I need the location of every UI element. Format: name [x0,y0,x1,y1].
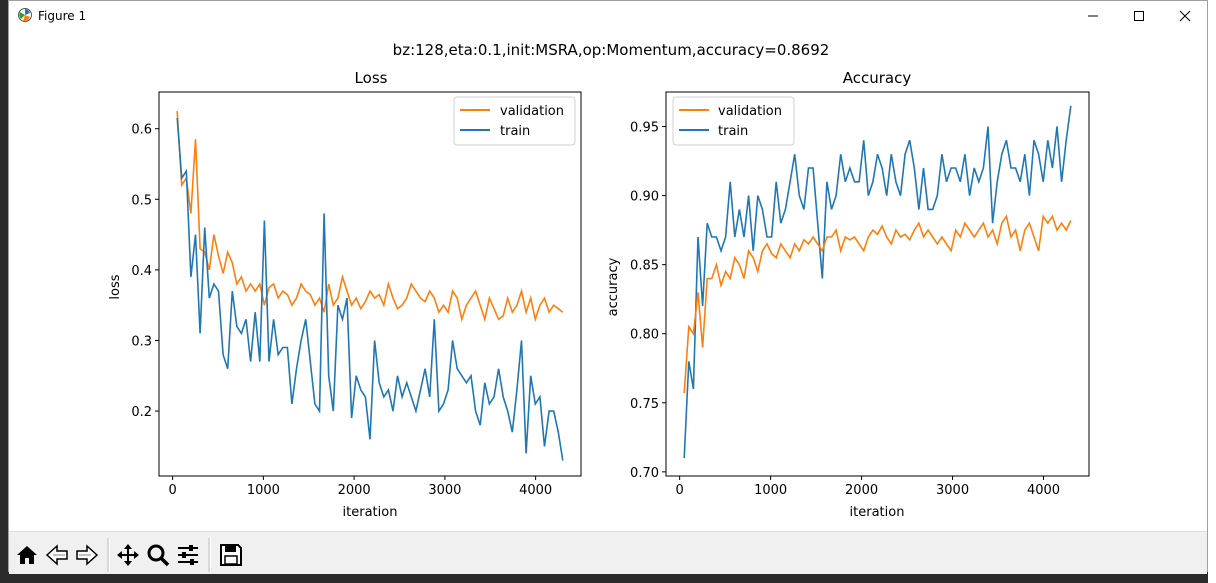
accuracy-train-line [683,105,1072,459]
forward-icon [76,544,99,566]
loss-ytick-label: 0.3 [131,334,152,349]
accuracy-xtick-label: 1000 [754,483,787,498]
close-button[interactable] [1162,1,1208,31]
back-icon [45,544,68,566]
figure-svg: bz:128,eta:0.1,init:MSRA,op:Momentum,acc… [108,41,1090,520]
loss-validation-line [176,111,564,323]
accuracy-xtick-label: 4000 [1027,483,1060,498]
loss-xtick-label: 2000 [338,483,371,498]
figure-window: Figure 1 bz:128,eta:0.1,init:MSRA,op:Mom… [8,0,1208,574]
loss-title: Loss [355,69,388,87]
pan-icon [117,544,139,566]
loss-legend: validation train [453,96,576,146]
minimize-icon [1088,15,1098,17]
background-window-strip [1208,0,1216,583]
figure-canvas[interactable]: bz:128,eta:0.1,init:MSRA,op:Momentum,acc… [9,31,1207,531]
accuracy-validation-line [683,214,1072,394]
save-button[interactable] [216,540,246,570]
close-icon [1179,10,1191,22]
background-terminal [0,0,10,583]
save-icon [220,544,242,566]
loss-xtick-label: 3000 [428,483,461,498]
accuracy-title: Accuracy [843,69,912,87]
accuracy-plot-frame [665,91,1090,477]
zoom-icon [147,544,170,567]
toolbar-separator [208,538,211,572]
pan-button[interactable] [113,540,143,570]
loss-legend-validation-label: validation [500,104,564,119]
accuracy-ytick-label: 0.80 [630,328,659,343]
loss-legend-train-label: train [500,124,530,139]
accuracy-ytick-label: 0.75 [630,397,659,412]
loss-ytick-label: 0.2 [131,405,152,420]
loss-plot-frame [158,91,582,477]
accuracy-legend-validation-label: validation [718,104,782,119]
accuracy-ytick-label: 0.85 [630,259,659,274]
accuracy-xtick-label: 0 [676,483,684,498]
loss-xtick-label: 0 [168,483,176,498]
home-icon [17,546,37,564]
accuracy-xtick-label: 3000 [936,483,969,498]
toolbar-separator [107,538,110,572]
accuracy-ylabel: accuracy [606,257,621,316]
loss-axes: Loss 0 1000 2000 3000 4000 0.2 0.3 0.4 0.5 0.6 it… [108,69,582,520]
loss-ytick-label: 0.5 [131,193,152,208]
loss-xtick-label: 1000 [247,483,280,498]
accuracy-ytick-label: 0.90 [630,190,659,205]
maximize-icon [1134,11,1144,21]
accuracy-ytick-label: 0.70 [630,466,659,481]
loss-xlabel: iteration [343,505,398,520]
configure-subplots-icon [178,545,198,565]
configure-subplots-button[interactable] [173,540,203,570]
accuracy-axes: Accuracy 0 1000 2000 3000 4000 0.70 0.75 0.80 0.… [606,69,1090,520]
maximize-button[interactable] [1116,1,1162,31]
loss-ytick-label: 0.4 [131,264,152,279]
accuracy-legend: validation train [672,96,795,146]
minimize-button[interactable] [1070,1,1116,31]
home-button[interactable] [12,540,42,570]
zoom-button[interactable] [143,540,173,570]
accuracy-legend-train-label: train [718,124,748,139]
window-title: Figure 1 [38,9,87,23]
loss-train-line [176,118,564,461]
accuracy-xtick-label: 2000 [845,483,878,498]
loss-ylabel: loss [108,274,123,299]
matplotlib-app-icon [18,8,32,22]
accuracy-ytick-label: 0.95 [630,121,659,136]
loss-ytick-label: 0.6 [131,123,152,138]
figure-suptitle: bz:128,eta:0.1,init:MSRA,op:Momentum,acc… [393,41,830,59]
back-button[interactable] [42,540,72,570]
accuracy-xlabel: iteration [850,505,905,520]
loss-xtick-label: 4000 [519,483,552,498]
forward-button[interactable] [72,540,102,570]
title-bar: Figure 1 [9,1,1207,31]
navigation-toolbar [9,531,1207,574]
